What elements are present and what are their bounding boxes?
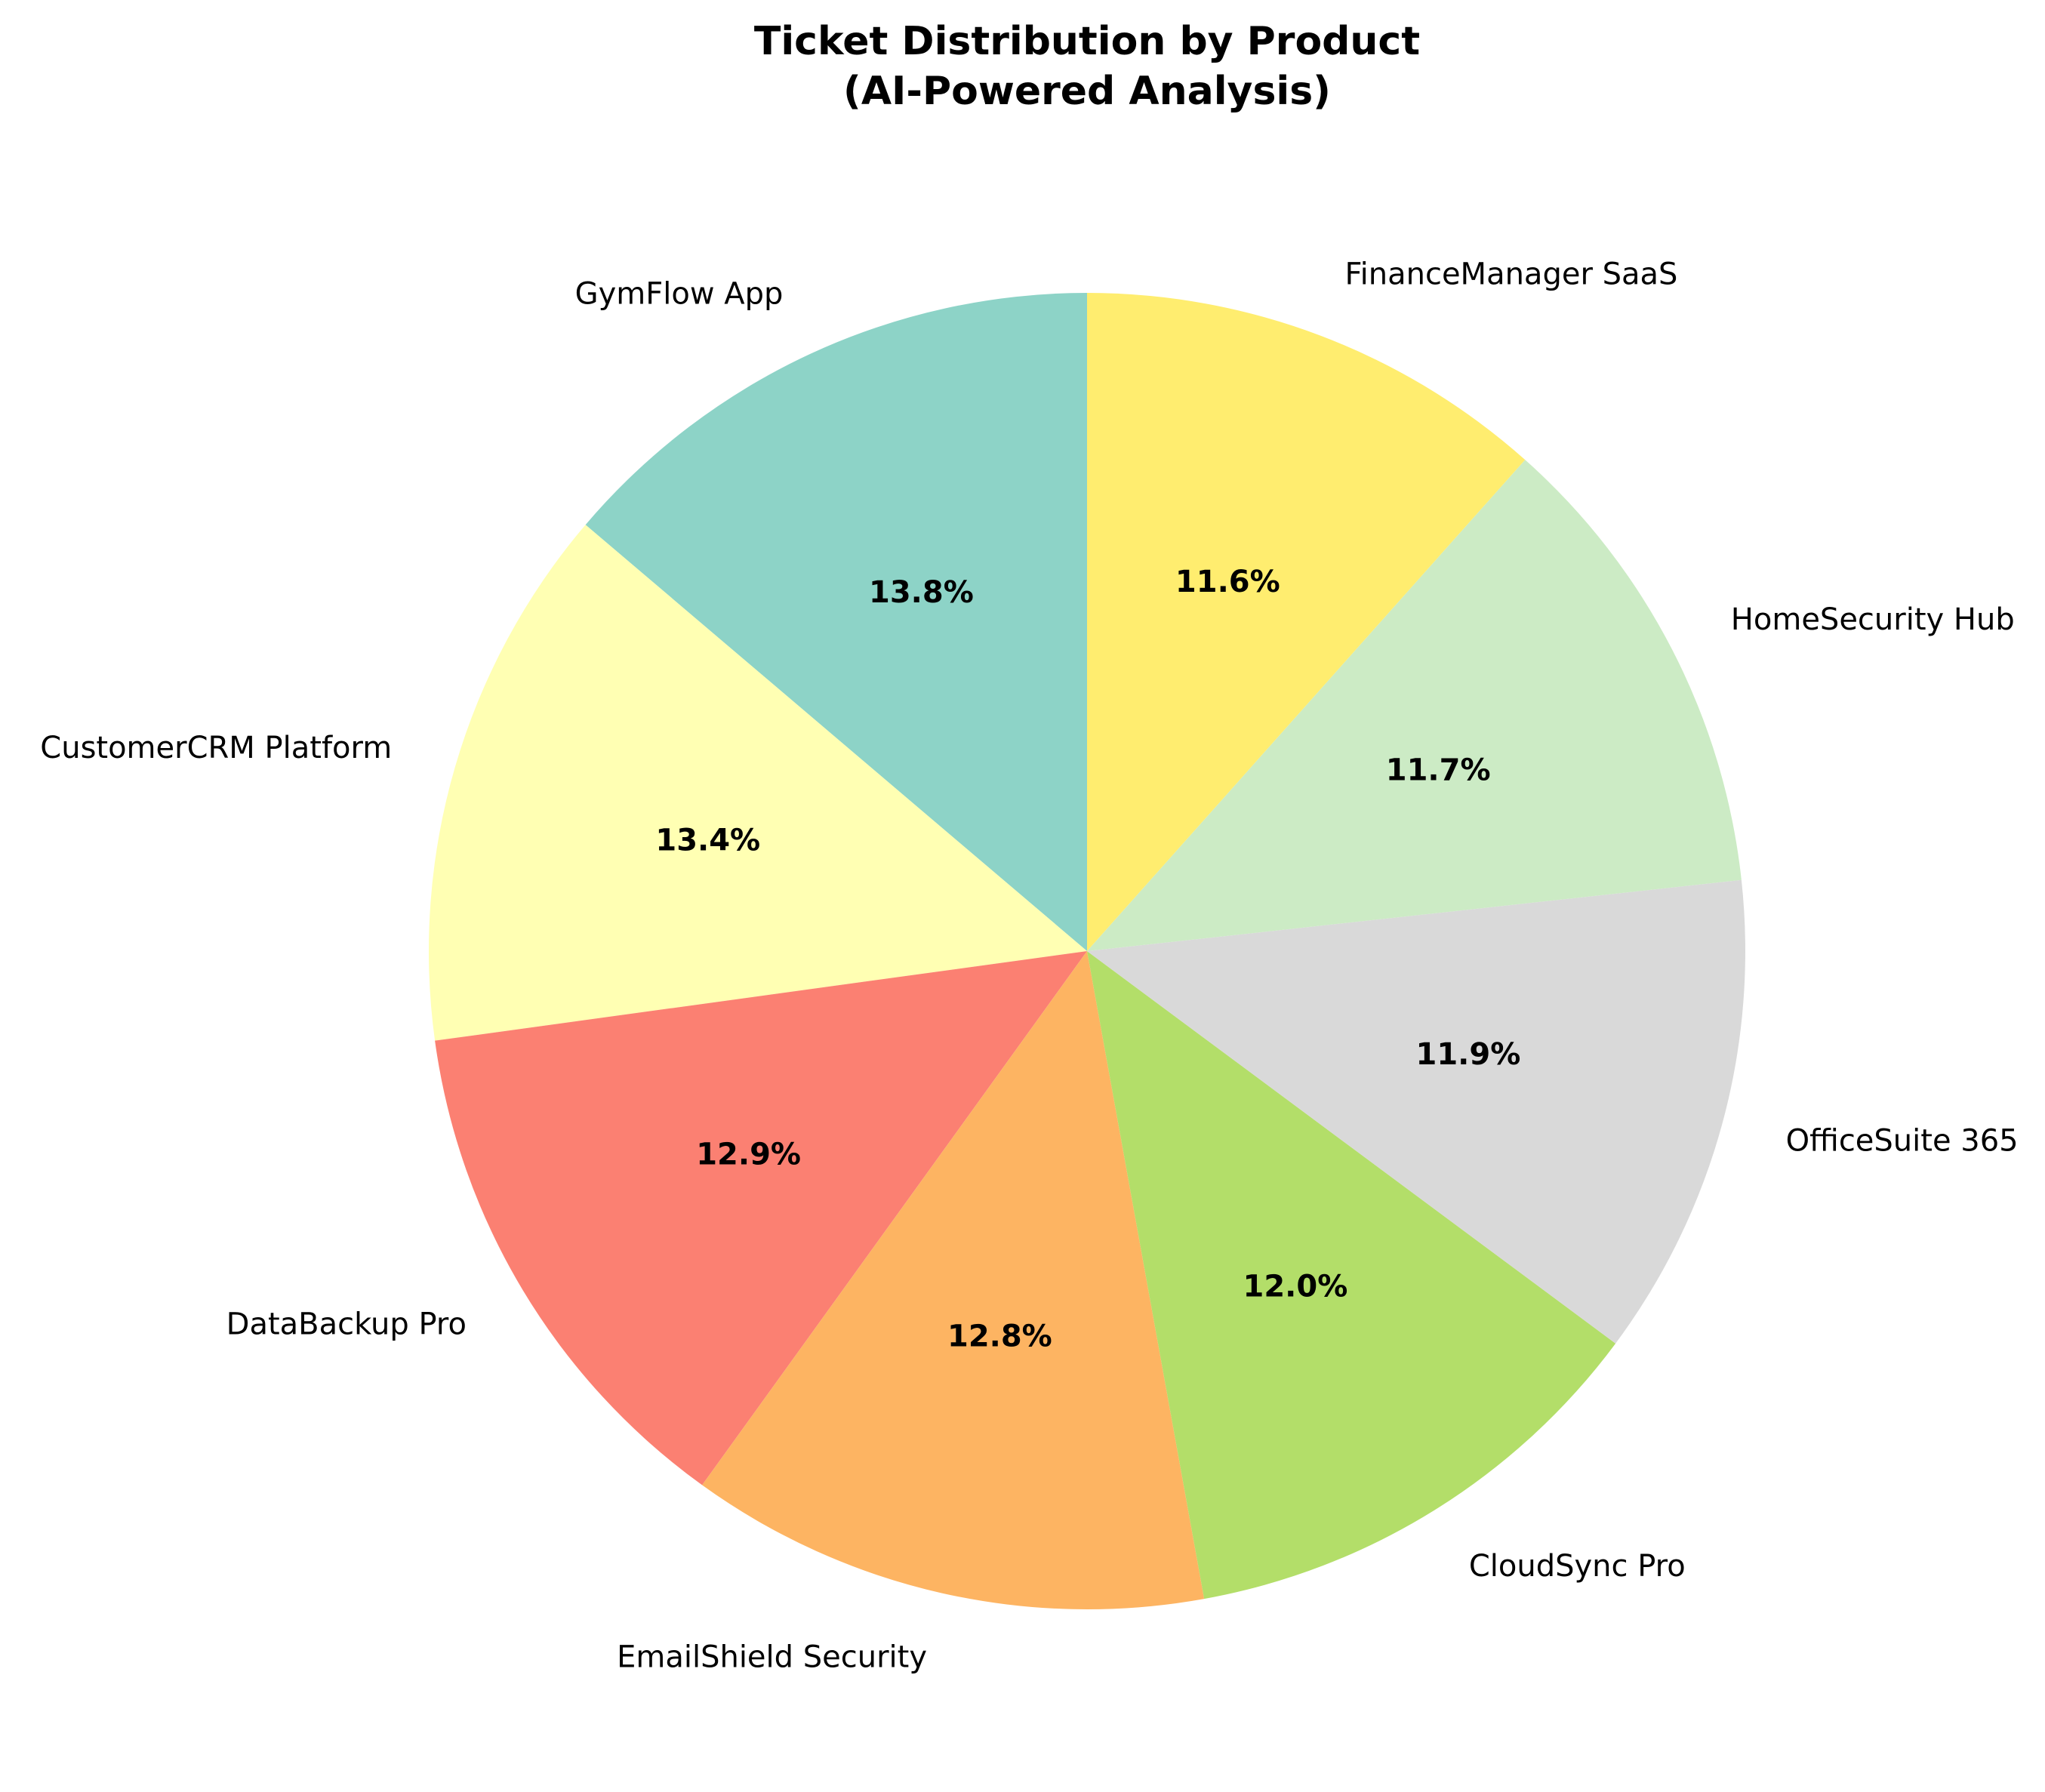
slice-percent-6: 11.7% — [1386, 753, 1491, 788]
chart-title-line-1: Ticket Distribution by Product — [754, 19, 1420, 64]
slice-label-3: EmailShield Security — [617, 1640, 927, 1674]
pie-slice-5 — [1087, 879, 1745, 1344]
pie-slice-1 — [428, 525, 1087, 1041]
pie-labels: GymFlow App CustomerCRM Platform DataBacku… — [40, 257, 2018, 1675]
slice-percent-4: 12.0% — [1243, 1270, 1348, 1304]
slice-label-1: CustomerCRM Platform — [40, 731, 392, 765]
pie-slice-6 — [1087, 460, 1742, 951]
pie-slice-3 — [702, 951, 1205, 1609]
pie-percent-labels: 13.8% 13.4% 12.9% 12.8% 12.0% 11.9% 11.7% 11.6% — [655, 565, 1520, 1353]
chart-title-line-2: (AI-Powered Analysis) — [843, 69, 1331, 114]
slice-label-7: FinanceManager SaaS — [1345, 257, 1678, 292]
slice-label-6: HomeSecurity Hub — [1731, 602, 2015, 637]
slice-percent-0: 13.8% — [869, 575, 974, 610]
slice-percent-3: 12.8% — [947, 1319, 1052, 1353]
slice-label-5: OfficeSuite 365 — [1786, 1123, 2019, 1158]
pie-slice-4 — [1087, 951, 1616, 1600]
pie-slice-2 — [435, 951, 1087, 1486]
pie-slice-0 — [585, 293, 1087, 951]
slice-label-2: DataBackup Pro — [226, 1307, 467, 1341]
slice-percent-1: 13.4% — [655, 823, 760, 858]
slice-percent-7: 11.6% — [1175, 565, 1280, 599]
slice-label-0: GymFlow App — [575, 276, 784, 311]
slice-label-4: CloudSync Pro — [1469, 1549, 1686, 1584]
pie-slice-7 — [1087, 293, 1526, 951]
slice-percent-2: 12.9% — [696, 1138, 801, 1172]
pie-slices — [428, 293, 1745, 1609]
slice-percent-5: 11.9% — [1416, 1037, 1521, 1072]
